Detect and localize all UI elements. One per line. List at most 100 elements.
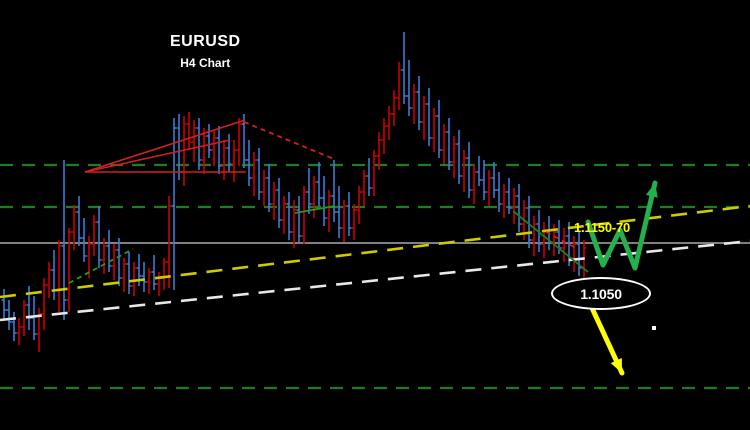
candlestick xyxy=(436,100,442,158)
candlestick xyxy=(71,205,77,250)
green-rising-support-mid xyxy=(294,205,336,214)
candlestick xyxy=(496,172,502,212)
candlestick xyxy=(371,150,377,196)
candlestick xyxy=(291,200,297,248)
candlestick xyxy=(296,196,302,242)
candlestick xyxy=(376,132,382,170)
candlestick xyxy=(241,114,247,168)
candlestick xyxy=(31,296,37,340)
chart-marker-dot xyxy=(652,326,656,330)
candlestick xyxy=(281,196,287,234)
candlestick xyxy=(16,318,22,345)
candlestick xyxy=(471,164,477,204)
candlestick xyxy=(276,178,282,228)
candlestick xyxy=(401,32,407,104)
candlestick xyxy=(196,118,202,170)
candlestick xyxy=(461,150,467,192)
bearish-arrow-head xyxy=(610,358,622,373)
candlestick xyxy=(166,196,172,288)
candlestick xyxy=(476,156,482,186)
candlestick xyxy=(361,170,367,206)
candlestick xyxy=(6,300,12,330)
candlestick xyxy=(451,136,457,178)
candlestick xyxy=(216,126,222,174)
candlestick xyxy=(261,170,267,206)
candlestick xyxy=(486,170,492,206)
candlestick xyxy=(66,228,72,312)
candlestick xyxy=(86,236,92,278)
support-level-badge: 1.1050 xyxy=(551,277,651,310)
candlestick xyxy=(321,176,327,226)
red-descending-resistance xyxy=(243,121,335,160)
candlestick xyxy=(381,118,387,154)
candlestick xyxy=(211,130,217,166)
candlestick xyxy=(236,118,242,166)
candlestick xyxy=(396,62,402,110)
candlestick xyxy=(386,106,392,140)
candlestick xyxy=(331,160,337,222)
candlestick xyxy=(186,112,192,150)
candlestick xyxy=(391,90,397,126)
candlestick xyxy=(81,218,87,262)
resistance-zone-label: 1.1150-70 xyxy=(574,220,631,235)
candlestick xyxy=(421,96,427,140)
candlestick xyxy=(61,160,67,320)
red-descending-resistance-right xyxy=(545,231,577,249)
candlestick xyxy=(1,289,7,319)
bullish-zigzag-arrow-head xyxy=(645,183,658,198)
candlestick xyxy=(106,230,112,272)
candlestick xyxy=(301,186,307,244)
candlestick xyxy=(256,148,262,200)
yellow-ascending-channel-top xyxy=(0,204,750,299)
candlestick xyxy=(526,196,532,248)
candlestick xyxy=(441,124,447,164)
candlestick xyxy=(406,60,412,116)
candlestick xyxy=(11,312,17,341)
candlestick xyxy=(191,120,197,162)
candlestick xyxy=(456,130,462,184)
candlestick xyxy=(131,262,137,296)
green-rising-support-left xyxy=(68,248,134,284)
white-ascending-channel-bottom xyxy=(0,239,750,322)
candlestick xyxy=(311,176,317,218)
green-descending-support-right xyxy=(512,210,589,273)
candlestick xyxy=(511,188,517,224)
candlestick xyxy=(286,192,292,240)
candlestick xyxy=(266,164,272,212)
red-fan-from-pivot-2 xyxy=(84,139,231,173)
candlestick xyxy=(491,162,497,198)
candlestick xyxy=(201,128,207,174)
candlestick xyxy=(506,178,512,214)
candlestick xyxy=(576,232,582,276)
candlestick xyxy=(531,216,537,256)
candlestick xyxy=(251,152,257,196)
red-fan-from-pivot-1 xyxy=(84,119,246,173)
candlestick xyxy=(206,124,212,158)
candlestick xyxy=(326,190,332,232)
candlestick xyxy=(146,268,152,294)
candlestick xyxy=(466,142,472,198)
forecast-arrows-group xyxy=(585,180,658,376)
candlestick xyxy=(516,184,522,232)
candlestick xyxy=(246,140,252,186)
candlestick xyxy=(76,196,82,246)
candlestick xyxy=(96,206,102,268)
candlestick xyxy=(351,204,357,240)
candlestick xyxy=(416,76,422,130)
candlestick xyxy=(21,300,27,336)
candlestick xyxy=(341,200,347,242)
candlestick xyxy=(171,118,177,290)
candlestick xyxy=(336,186,342,238)
candlestick xyxy=(426,88,432,146)
candlestick xyxy=(446,118,452,170)
candlestick xyxy=(271,182,277,220)
candlestick xyxy=(141,262,147,292)
candlestick xyxy=(116,238,122,286)
support-level-label: 1.1050 xyxy=(580,285,622,302)
candlesticks-group xyxy=(1,32,587,352)
candlestick xyxy=(411,84,417,124)
candlestick xyxy=(316,162,322,206)
